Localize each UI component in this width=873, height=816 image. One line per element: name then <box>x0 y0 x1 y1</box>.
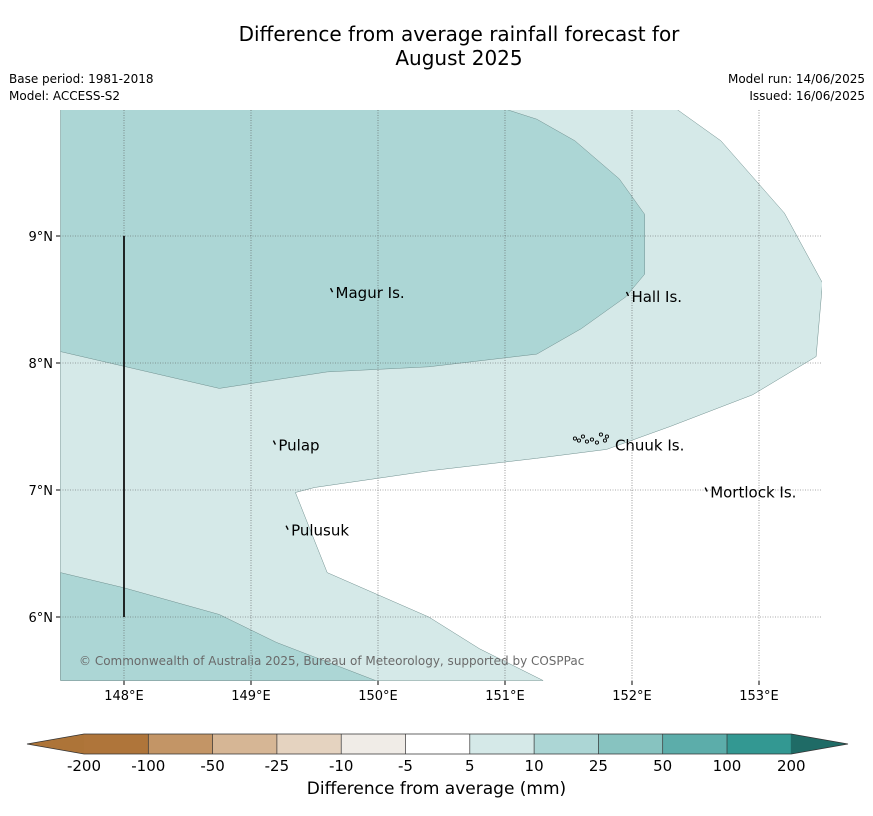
legend-swatch <box>276 734 342 754</box>
model-name-text: Model: ACCESS-S2 <box>9 89 121 103</box>
rainfall-region-1 <box>60 110 645 389</box>
island-outline-icon <box>285 525 289 530</box>
legend-swatch <box>469 734 535 754</box>
rainfall-map: Magur Is. Hall Is. Pulap Chuuk Is. Mortlock … <box>29 110 822 704</box>
island-outline-icon <box>604 434 610 439</box>
model-info: Base period: 1981-2018 Model: ACCESS-S2 <box>9 71 154 105</box>
lon-tick-label: 148°E <box>104 689 144 704</box>
island-outline-icon <box>589 437 595 442</box>
place-label: Hall Is. <box>631 288 682 306</box>
legend-swatch <box>84 734 149 754</box>
lon-tick-label: 149°E <box>231 689 271 704</box>
island-outline-icon <box>572 436 578 441</box>
legend-tick-label: -200 <box>67 757 101 775</box>
island-outline-icon <box>594 440 600 445</box>
map-title-line2: August 2025 <box>395 46 523 70</box>
map-plot-area: Magur Is. Hall Is. Pulap Chuuk Is. Mortlock … <box>60 110 822 681</box>
legend-swatch <box>148 734 214 754</box>
island-outline-icon <box>598 432 604 437</box>
lat-tick-label: 7°N <box>29 484 54 499</box>
run-info: Model run: 14/06/2025 Issued: 16/06/2025 <box>728 71 865 105</box>
legend-title: Difference from average (mm) <box>306 779 567 799</box>
island-outline-icon <box>704 487 708 492</box>
legend-swatch <box>534 734 599 754</box>
lon-tick-label: 152°E <box>612 689 652 704</box>
model-run-text: Model run: 14/06/2025 <box>727 72 865 86</box>
island-outline-icon <box>329 287 334 293</box>
legend-swatch <box>212 734 278 754</box>
map-title-line1: Difference from average rainfall forecas… <box>238 22 680 46</box>
lat-tick-label: 6°N <box>29 611 54 626</box>
legend-tick-label: -10 <box>329 757 354 775</box>
place-label: Chuuk Is. <box>615 437 684 455</box>
place-5: Pulusuk <box>285 522 349 540</box>
legend-tick-label: 50 <box>653 757 672 775</box>
map-title: Difference from average rainfall forecas… <box>0 22 873 70</box>
lon-tick-label: 150°E <box>358 689 398 704</box>
legend-tick-label: 200 <box>777 757 806 775</box>
legend-swatch <box>662 734 728 754</box>
legend-tick-label: -50 <box>200 757 225 775</box>
legend-extend-low <box>27 734 85 754</box>
legend-tick-label: 25 <box>589 757 608 775</box>
legend-swatch <box>727 734 792 754</box>
legend-swatch <box>405 734 471 754</box>
legend-tick-label: 10 <box>525 757 544 775</box>
legend-tick-label: 100 <box>713 757 742 775</box>
place-2: Pulap <box>272 437 320 455</box>
place-label: Mortlock Is. <box>710 484 796 502</box>
place-0: Magur Is. <box>329 284 405 302</box>
place-label: Magur Is. <box>336 284 405 302</box>
legend-tick-label: 5 <box>465 757 475 775</box>
place-3: Chuuk Is. <box>572 432 684 455</box>
island-outline-icon <box>272 440 277 445</box>
lon-tick-label: 153°E <box>739 689 779 704</box>
legend-extend-high <box>790 734 848 754</box>
legend-tick-label: -25 <box>265 757 290 775</box>
place-1: Hall Is. <box>625 288 682 306</box>
legend-tick-label: -5 <box>398 757 413 775</box>
color-legend: -200 -100 -50 -25 -10 -5 5 10 25 50 100 200 <box>26 733 849 775</box>
legend-swatch <box>598 734 664 754</box>
legend-outline <box>26 733 849 755</box>
place-label: Pulusuk <box>291 522 349 540</box>
legend-swatch <box>341 734 406 754</box>
issued-text: Issued: 16/06/2025 <box>749 89 865 103</box>
island-outline-icon <box>584 439 590 444</box>
island-outline-icon <box>602 438 608 443</box>
place-4: Mortlock Is. <box>704 484 796 502</box>
place-label: Pulap <box>278 437 319 455</box>
island-outline-icon <box>580 434 586 439</box>
island-outline-icon <box>625 291 630 297</box>
base-period-text: Base period: 1981-2018 <box>9 72 154 86</box>
lon-tick-label: 151°E <box>485 689 525 704</box>
island-outline-icon <box>576 438 582 443</box>
legend-tick-label: -100 <box>131 757 165 775</box>
lat-tick-label: 9°N <box>29 230 54 245</box>
lat-tick-label: 8°N <box>29 357 54 372</box>
copyright-text: © Commonwealth of Australia 2025, Bureau… <box>79 654 584 668</box>
